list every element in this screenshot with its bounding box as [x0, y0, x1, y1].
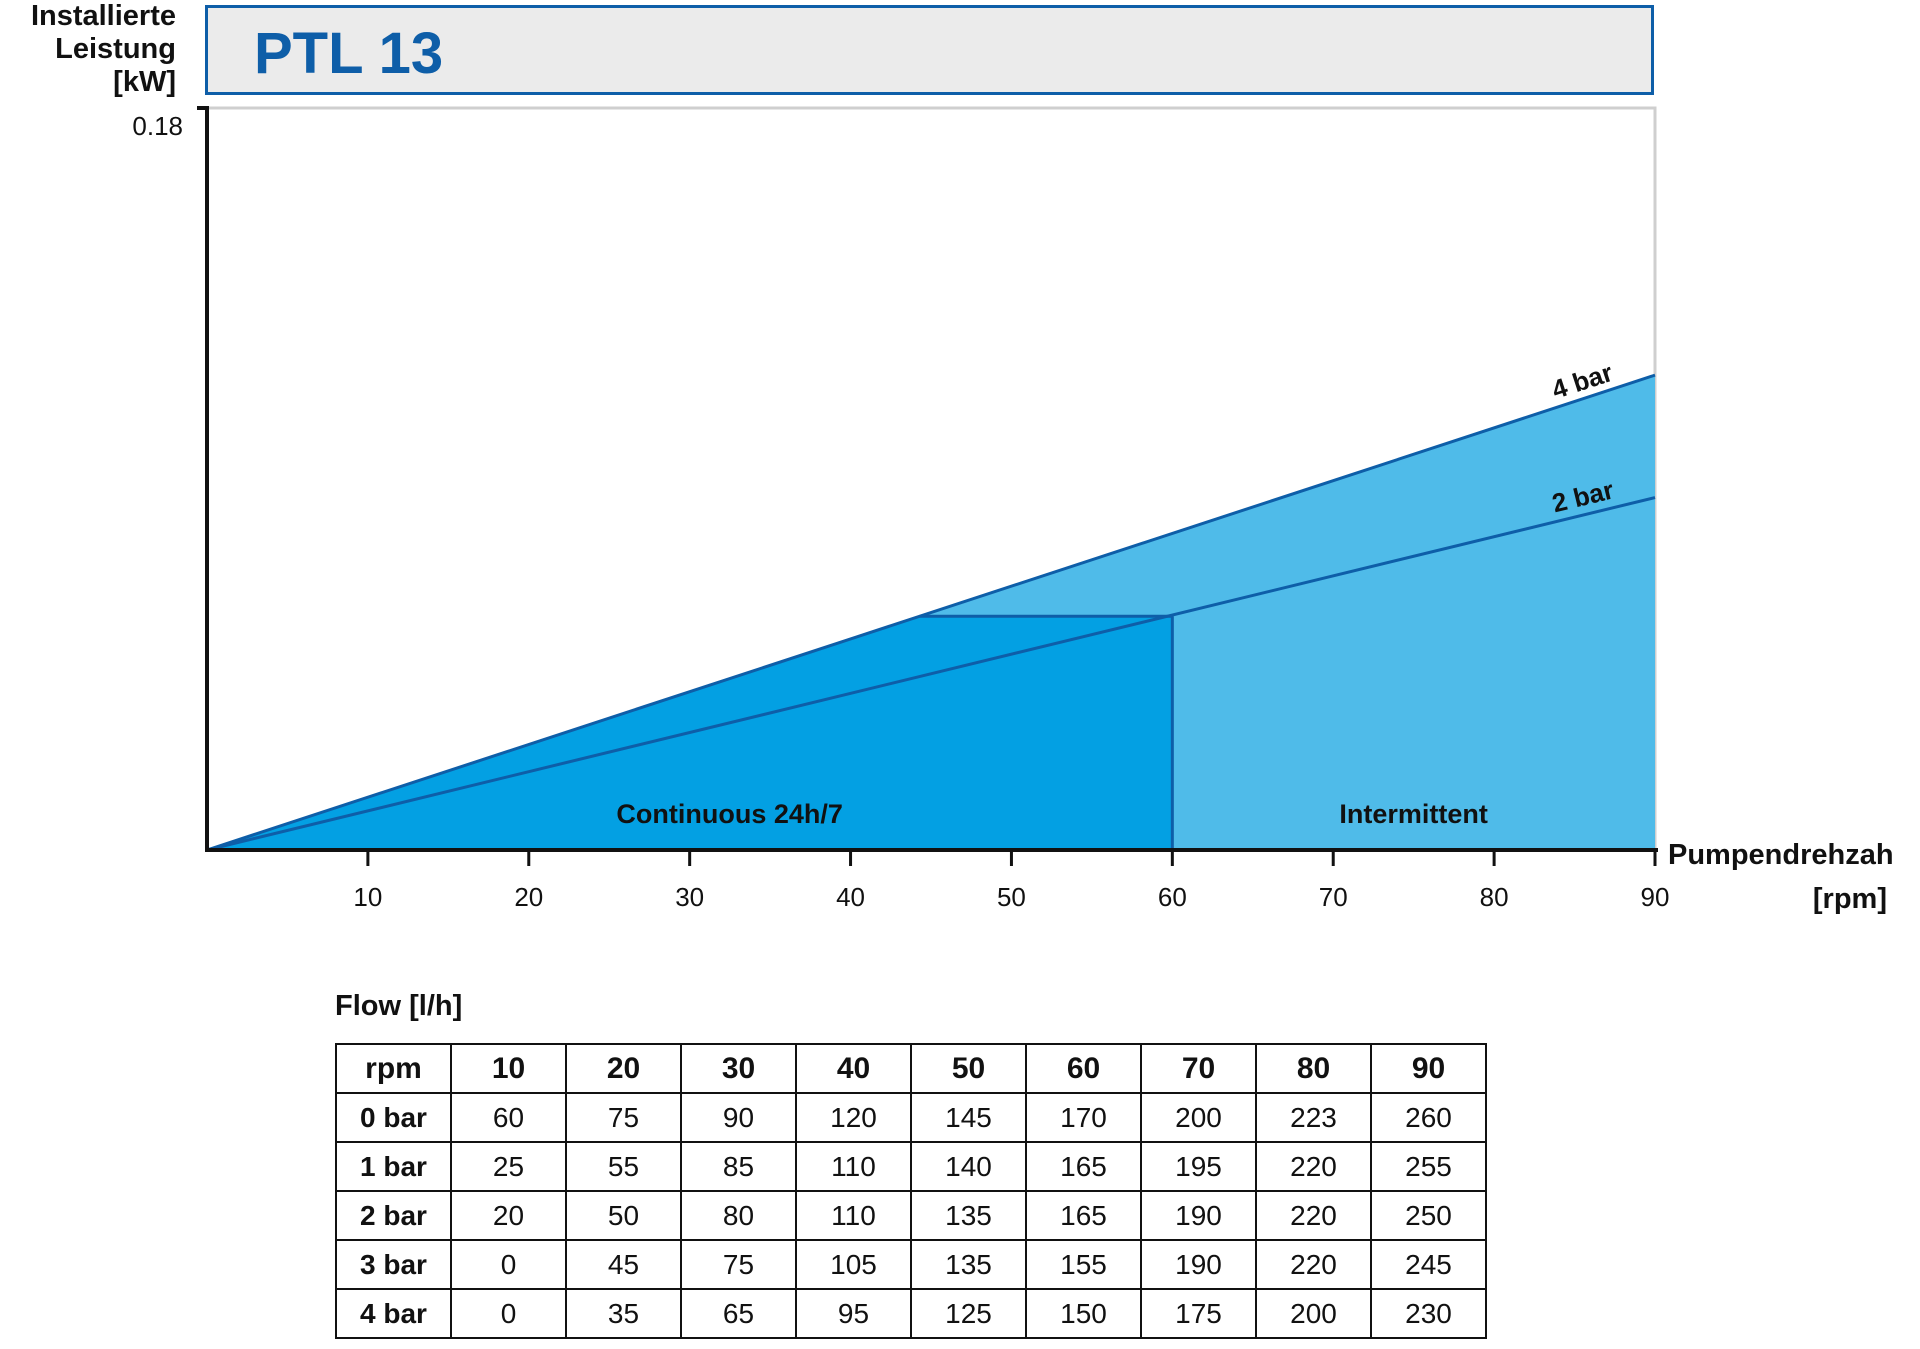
- table-cell: 190: [1140, 1239, 1257, 1290]
- table-cell: 190: [1140, 1190, 1257, 1241]
- y-tick-label: 0.18: [132, 111, 183, 141]
- table-row: 4 bar 0 35 65 95 125 150 175 200 230: [335, 1288, 1487, 1339]
- table-cell: 223: [1255, 1092, 1372, 1143]
- x-axis-title: Pumpendrehzah [rpm]: [1668, 833, 1920, 921]
- x-tick-label: 50: [997, 882, 1026, 912]
- table-cell: 35: [565, 1288, 682, 1339]
- table-header-cell: 50: [910, 1043, 1027, 1094]
- x-axis-title-unit: [rpm]: [1812, 883, 1887, 915]
- table-header-cell: 40: [795, 1043, 912, 1094]
- table-header-cell: 20: [565, 1043, 682, 1094]
- chart-title: PTL 13: [254, 21, 444, 86]
- table-cell: 165: [1025, 1141, 1142, 1192]
- x-tick-label: 20: [514, 882, 543, 912]
- table-cell: 135: [910, 1190, 1027, 1241]
- table-row: 0 bar 60 75 90 120 145 170 200 223 260: [335, 1092, 1487, 1143]
- table-header-cell: 80: [1255, 1043, 1372, 1094]
- table-cell: 175: [1140, 1288, 1257, 1339]
- table-title: Flow [l/h]: [335, 990, 463, 1022]
- table-cell: 0: [450, 1288, 567, 1339]
- region-label-continuous: Continuous 24h/7: [616, 799, 843, 829]
- y-axis-title-line: Leistung: [55, 33, 176, 65]
- table-row: 2 bar 20 50 80 110 135 165 190 220 250: [335, 1190, 1487, 1241]
- table-cell: 0: [450, 1239, 567, 1290]
- table-cell: 25: [450, 1141, 567, 1192]
- series-line-2-bar: [206, 496, 1656, 852]
- table-cell: 140: [910, 1141, 1027, 1192]
- table-row-label: 4 bar: [335, 1288, 452, 1339]
- table-header-cell: 90: [1370, 1043, 1487, 1094]
- table-cell: 200: [1255, 1288, 1372, 1339]
- table-cell: 105: [795, 1239, 912, 1290]
- table-row-label: 1 bar: [335, 1141, 452, 1192]
- table-cell: 230: [1370, 1288, 1487, 1339]
- table-cell: 220: [1255, 1141, 1372, 1192]
- table-header-row: rpm 10 20 30 40 50 60 70 80 90: [335, 1043, 1487, 1094]
- chart-title-box: PTL 13: [205, 5, 1654, 95]
- table-cell: 145: [910, 1092, 1027, 1143]
- table-cell: 220: [1255, 1190, 1372, 1241]
- x-tick-label: 60: [1158, 882, 1187, 912]
- x-tick-label: 30: [675, 882, 704, 912]
- table-cell: 95: [795, 1288, 912, 1339]
- table-cell: 60: [450, 1092, 567, 1143]
- x-tick-label: 10: [353, 882, 382, 912]
- table-cell: 110: [795, 1141, 912, 1192]
- y-axis-title: Installierte Leistung [kW]: [0, 0, 176, 99]
- x-axis-title-line: Pumpendrehzah: [1668, 839, 1894, 871]
- table-cell: 80: [680, 1190, 797, 1241]
- flow-table: rpm 10 20 30 40 50 60 70 80 90 0 bar 60 75 90 120 145 17…: [335, 1043, 1487, 1339]
- table-cell: 165: [1025, 1190, 1142, 1241]
- table-header-cell: 60: [1025, 1043, 1142, 1094]
- table-cell: 195: [1140, 1141, 1257, 1192]
- table-row-label: 3 bar: [335, 1239, 452, 1290]
- series-line-4-bar: [206, 373, 1656, 852]
- table-cell: 170: [1025, 1092, 1142, 1143]
- table-cell: 45: [565, 1239, 682, 1290]
- table-row: 3 bar 0 45 75 105 135 155 190 220 245: [335, 1239, 1487, 1290]
- table-header-rpm: rpm: [335, 1043, 452, 1094]
- x-tick-label: 90: [1641, 882, 1670, 912]
- table-header-cell: 30: [680, 1043, 797, 1094]
- table-cell: 20: [450, 1190, 567, 1241]
- table-row: 1 bar 25 55 85 110 140 165 195 220 255: [335, 1141, 1487, 1192]
- table-cell: 250: [1370, 1190, 1487, 1241]
- y-axis-title-line: Installierte: [30, 0, 176, 32]
- table-cell: 220: [1255, 1239, 1372, 1290]
- y-axis-title-line: [kW]: [113, 66, 176, 98]
- table-cell: 135: [910, 1239, 1027, 1290]
- table-cell: 245: [1370, 1239, 1487, 1290]
- table-row-label: 2 bar: [335, 1190, 452, 1241]
- table-cell: 125: [910, 1288, 1027, 1339]
- region-label-intermittent: Intermittent: [1339, 799, 1488, 829]
- table-cell: 50: [565, 1190, 682, 1241]
- table-cell: 55: [565, 1141, 682, 1192]
- x-tick-label: 70: [1319, 882, 1348, 912]
- table-cell: 155: [1025, 1239, 1142, 1290]
- table-cell: 200: [1140, 1092, 1257, 1143]
- table-cell: 150: [1025, 1288, 1142, 1339]
- x-tick-label: 40: [836, 882, 865, 912]
- table-cell: 75: [565, 1092, 682, 1143]
- table-cell: 260: [1370, 1092, 1487, 1143]
- x-tick-label: 80: [1480, 882, 1509, 912]
- table-cell: 255: [1370, 1141, 1487, 1192]
- table-cell: 110: [795, 1190, 912, 1241]
- table-cell: 90: [680, 1092, 797, 1143]
- table-cell: 75: [680, 1239, 797, 1290]
- table-header-cell: 10: [450, 1043, 567, 1094]
- table-cell: 85: [680, 1141, 797, 1192]
- table-row-label: 0 bar: [335, 1092, 452, 1143]
- table-cell: 65: [680, 1288, 797, 1339]
- table-cell: 120: [795, 1092, 912, 1143]
- table-header-cell: 70: [1140, 1043, 1257, 1094]
